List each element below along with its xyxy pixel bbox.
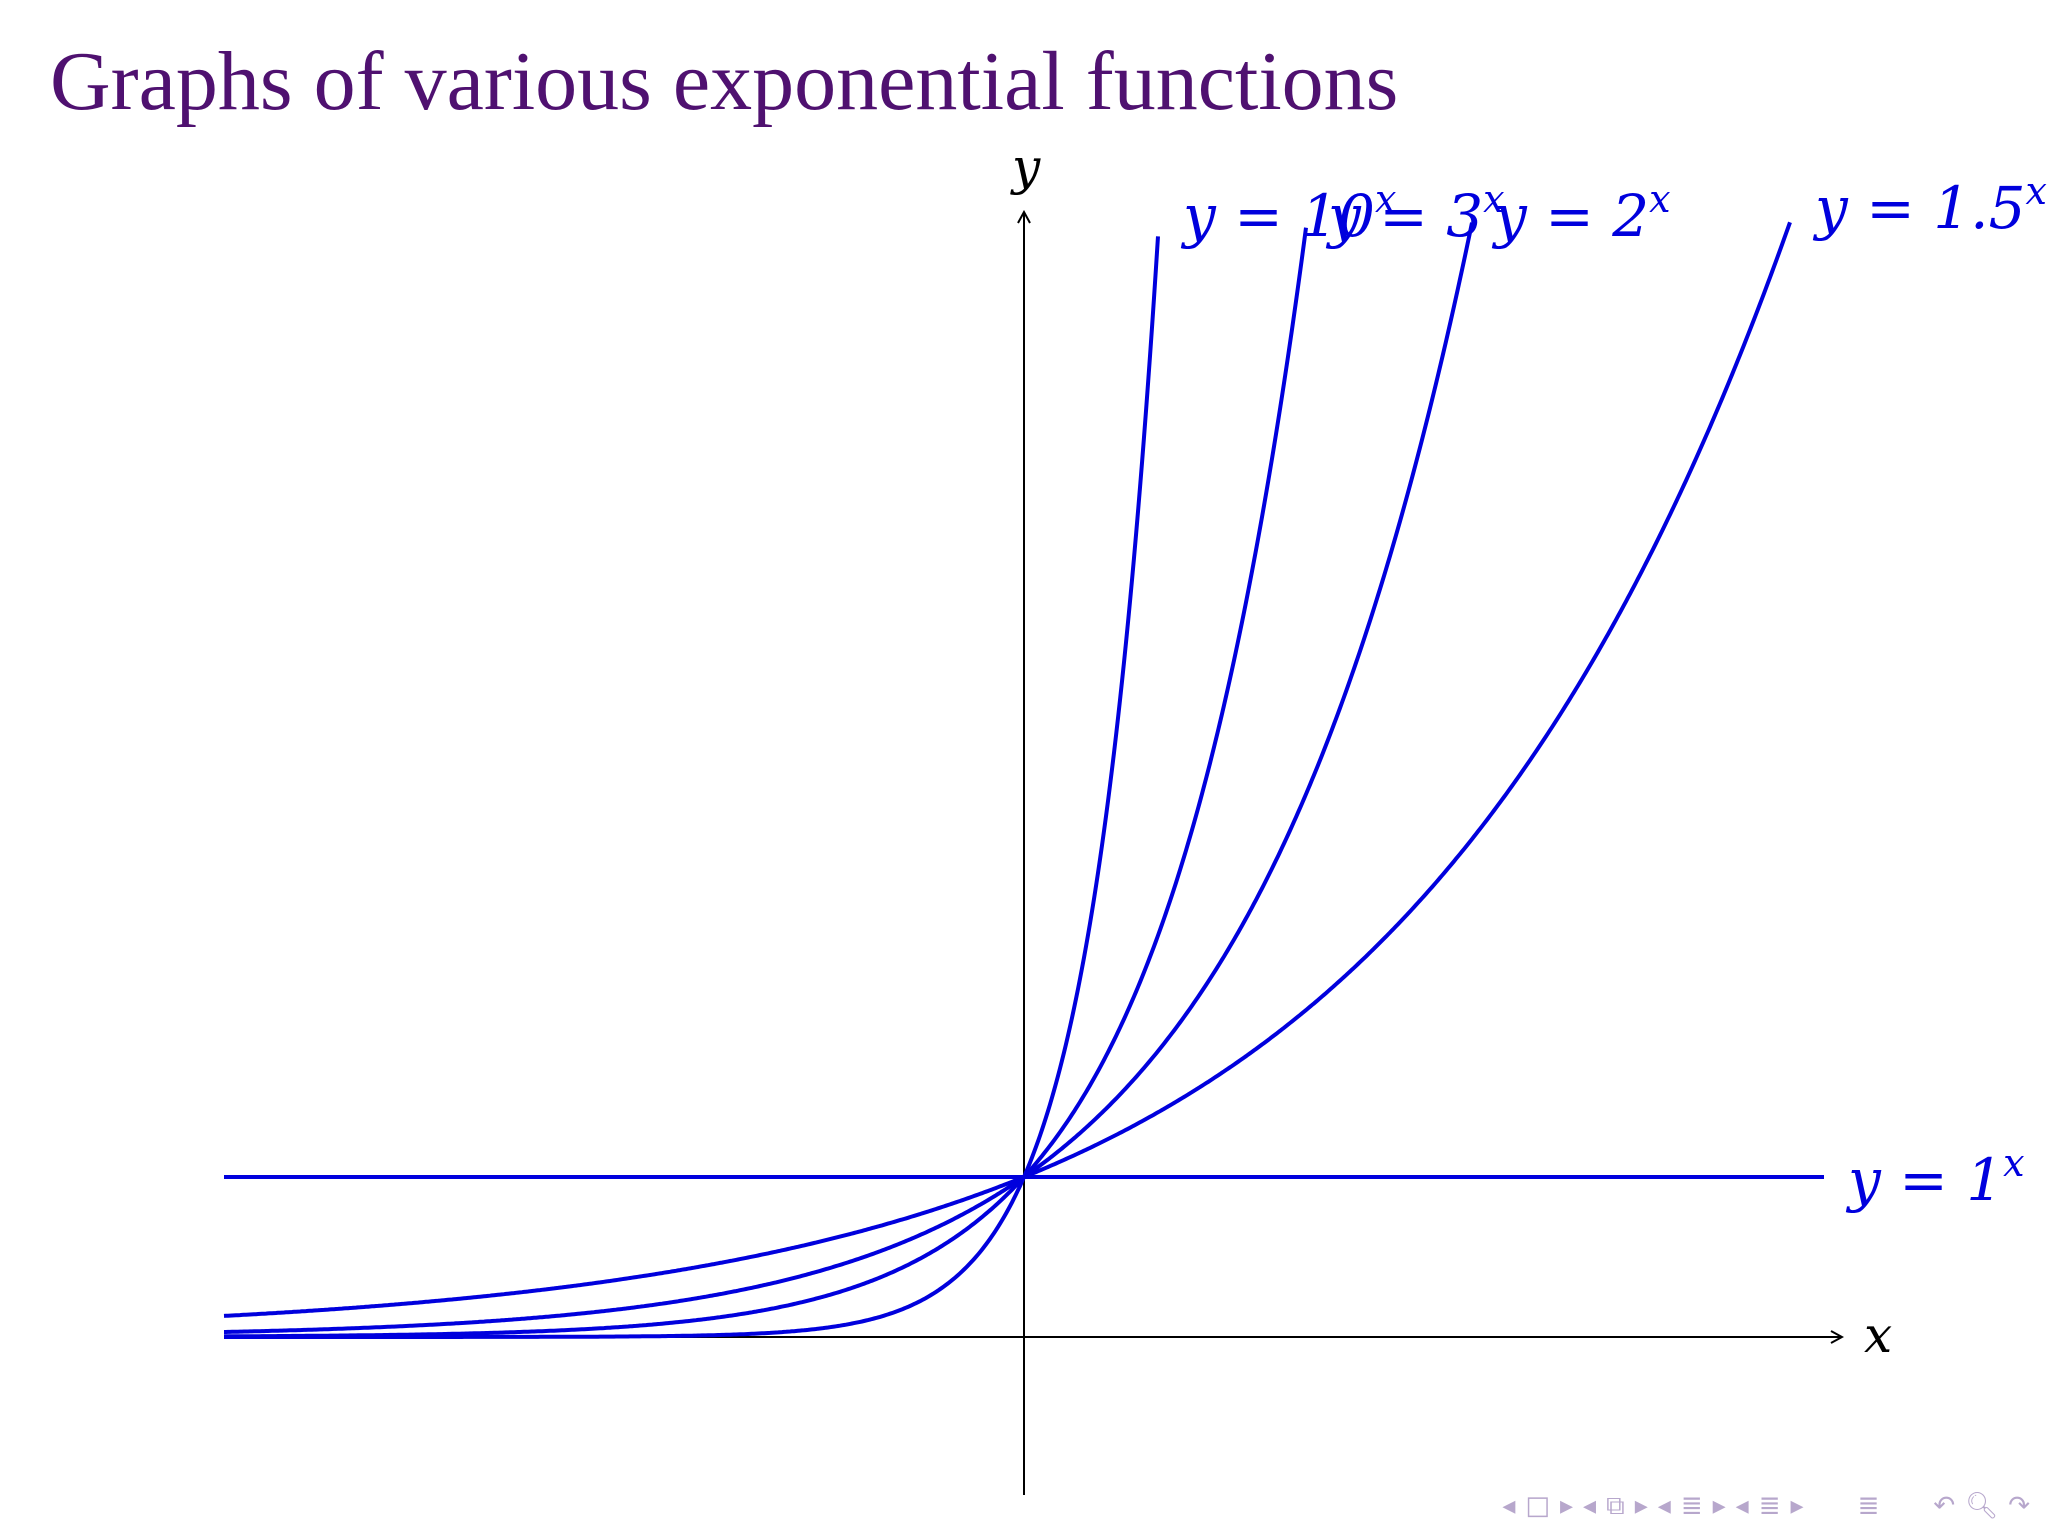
forward-icon[interactable]: ↷ xyxy=(2008,1491,2030,1521)
next-part-arrow-icon[interactable]: ▸ xyxy=(1790,1491,1804,1521)
series-line-2 xyxy=(224,222,1474,1334)
prev-subsection-arrow-icon[interactable]: ◂ xyxy=(1583,1491,1597,1521)
search-icon[interactable]: 🔍︎ xyxy=(1965,1491,1999,1521)
series-line-3 xyxy=(224,227,1308,1339)
series-label-3: y = 3x xyxy=(1325,177,1505,250)
series-line-10 xyxy=(224,236,1160,1339)
next-subsection-arrow-icon[interactable]: ▸ xyxy=(1634,1491,1648,1521)
prev-frame-arrow-icon[interactable]: ◂ xyxy=(1502,1491,1516,1521)
series-label-2: y = 2x xyxy=(1491,177,1671,250)
section-icon[interactable]: ≣ xyxy=(1680,1491,1703,1521)
series-line-1-5 xyxy=(223,221,1792,1318)
series-label-1-5: y = 1.5x xyxy=(1812,169,2047,242)
next-section-arrow-icon[interactable]: ▸ xyxy=(1712,1491,1726,1521)
prev-section-arrow-icon[interactable]: ◂ xyxy=(1657,1491,1671,1521)
next-frame-arrow-icon[interactable]: ▸ xyxy=(1559,1491,1574,1521)
x-axis-label: x xyxy=(1864,1306,1892,1364)
page-title: Graphs of various exponential functions xyxy=(50,35,1399,128)
series-label-1: y = 1x xyxy=(1845,1141,2025,1214)
beamer-navigation-bar: ◂ □ ▸ ◂ ⧉ ▸ ◂ ≣ ▸ ◂ ≣ ▸ ≣ ↶ 🔍︎ ↷ xyxy=(1502,1488,2030,1524)
series-label-10: y = 10x xyxy=(1180,177,1396,250)
part-icon[interactable]: ≣ xyxy=(1758,1491,1781,1521)
y-axis-label: y xyxy=(1010,138,1041,196)
prev-part-arrow-icon[interactable]: ◂ xyxy=(1735,1491,1749,1521)
toc-icon[interactable]: ≣ xyxy=(1857,1491,1880,1521)
back-icon[interactable]: ↶ xyxy=(1933,1491,1956,1521)
frame-icon[interactable]: □ xyxy=(1525,1491,1550,1521)
subsection-icon[interactable]: ⧉ xyxy=(1606,1491,1625,1521)
